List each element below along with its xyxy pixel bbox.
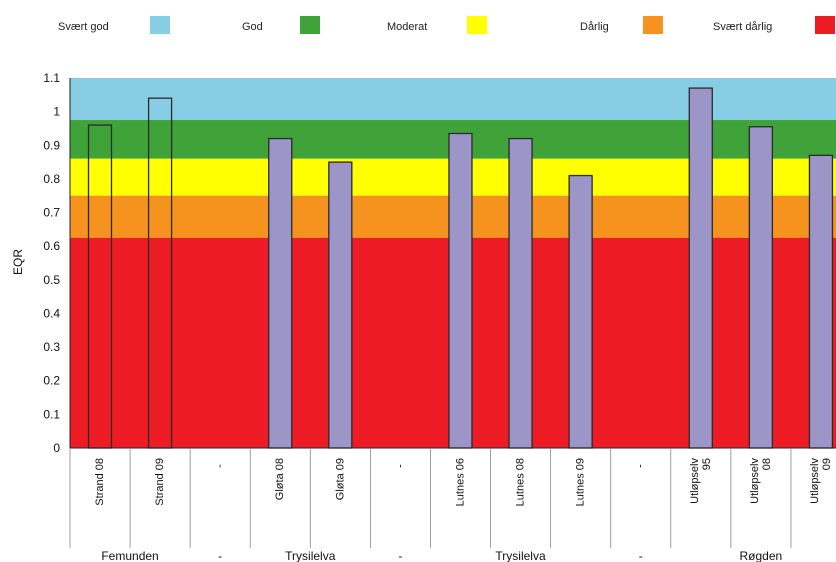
y-axis: 0 0.1 0.2 0.3 0.4 0.5 0.6 0.7 0.8 0.9 1 1.1 (43, 71, 71, 455)
legend-swatch (643, 16, 663, 34)
svg-text:Utløpselv: Utløpselv (689, 458, 701, 504)
legend-swatch (300, 16, 320, 34)
bar (568, 174, 593, 449)
svg-text:Lutnes 08: Lutnes 08 (515, 458, 527, 506)
y-tick-label: 1 (53, 105, 60, 119)
x-group-label: Røgden (740, 549, 783, 562)
svg-text:Strand 09: Strand 09 (154, 458, 166, 506)
bar (328, 161, 353, 449)
x-group-label: Femunden (101, 549, 158, 562)
svg-text:Gløta 08: Gløta 08 (274, 458, 286, 500)
bar (448, 132, 473, 449)
legend-label: Svært dårlig (713, 21, 772, 33)
x-axis: Strand 08 Strand 09 - Gløta 08 Gløta 09 - Lutn… (69, 447, 836, 562)
legend-swatch (150, 16, 170, 34)
y-tick-label: 0.9 (43, 138, 60, 152)
x-tick-label: Gløta 09 (334, 458, 346, 500)
legend: Svært god God Moderat Dårlig Svært dårlig (58, 16, 835, 34)
x-tick-label: - (394, 464, 406, 468)
y-tick-label: 0 (53, 441, 60, 455)
svg-text:Utløpselv: Utløpselv (809, 458, 821, 504)
legend-label: Moderat (387, 21, 427, 33)
legend-label: Dårlig (580, 21, 609, 33)
y-tick-label: 0.6 (43, 239, 60, 253)
bar (748, 126, 774, 449)
svg-text:Lutnes 06: Lutnes 06 (454, 458, 466, 506)
svg-text:-: - (214, 464, 226, 468)
legend-swatch (467, 16, 487, 34)
x-group-label: Trysilelva (285, 549, 336, 562)
legend-swatch (815, 16, 835, 34)
y-tick-label: 0.3 (43, 340, 60, 354)
svg-text:Gløta 09: Gløta 09 (334, 458, 346, 500)
legend-label: God (242, 21, 263, 33)
y-tick-label: 0.8 (43, 172, 60, 186)
x-tick-label: Lutnes 08 (515, 458, 527, 506)
y-tick-label: 0.4 (43, 306, 60, 320)
x-tick-label: Strand 08 (94, 458, 106, 506)
x-tick-label: Utløpselv 09 (809, 458, 833, 504)
svg-text:Strand 08: Strand 08 (94, 458, 106, 506)
svg-text:Utløpselv: Utløpselv (749, 458, 761, 504)
x-tick-label: Utløpselv 95 (689, 458, 713, 504)
x-tick-label: - (214, 464, 226, 468)
x-tick-label: Lutnes 09 (575, 458, 587, 506)
bar (268, 137, 293, 449)
x-tick-label: Utløpselv 08 (749, 458, 773, 504)
y-tick-label: 0.2 (43, 374, 60, 388)
svg-text:95: 95 (701, 458, 713, 470)
y-tick-label: 0.5 (43, 273, 60, 287)
y-tick-label: 1.1 (43, 71, 60, 85)
svg-text:Lutnes 09: Lutnes 09 (575, 458, 587, 506)
svg-text:-: - (394, 464, 406, 468)
x-tick-label: - (635, 464, 647, 468)
x-group-label: - (398, 549, 402, 562)
svg-text:-: - (635, 464, 647, 468)
x-group-label: - (639, 549, 643, 562)
bars (87, 87, 834, 449)
bar (688, 87, 713, 449)
y-tick-label: 0.7 (43, 206, 60, 220)
quality-band (70, 78, 836, 121)
legend-label: Svært god (58, 21, 109, 33)
x-tick-label: Strand 09 (154, 458, 166, 506)
y-axis-label: EQR (11, 249, 25, 275)
x-tick-label: Lutnes 06 (454, 458, 466, 506)
x-tick-label: Gløta 08 (274, 458, 286, 500)
y-tick-label: 0.1 (43, 407, 60, 421)
svg-text:09: 09 (821, 458, 833, 470)
x-group-label: - (218, 549, 222, 562)
bar (508, 137, 533, 449)
svg-text:08: 08 (761, 458, 773, 470)
bar (808, 154, 834, 449)
x-group-label: Trysilelva (495, 549, 546, 562)
